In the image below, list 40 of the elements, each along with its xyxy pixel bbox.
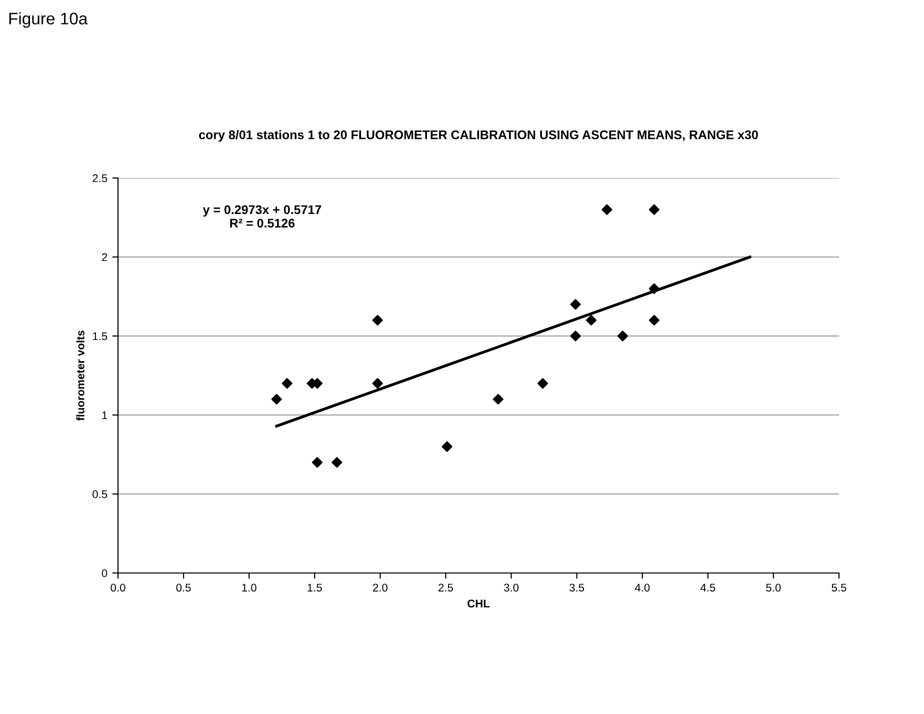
point (617, 330, 628, 342)
x-tick-label: 1.0 (242, 584, 256, 592)
x-axis-title: CHL (468, 600, 490, 608)
point (492, 394, 504, 404)
point (648, 283, 660, 294)
y-tick-label: 0.5 (92, 490, 108, 498)
point (332, 457, 342, 468)
x-tick-label: 5.0 (766, 584, 781, 592)
x-tick-label: 0.5 (176, 584, 191, 592)
x-tick-label: 2.5 (438, 584, 453, 592)
point (372, 378, 383, 389)
caption: Figure 10a (9, 12, 88, 28)
x-tick-label: 0.0 (110, 584, 126, 592)
y-tick-label: 0 (102, 569, 108, 578)
y-tick-label: 1 (102, 411, 108, 420)
x-tick-label: 4.0 (634, 584, 650, 592)
point (602, 204, 612, 215)
y-tick-label: 2.5 (92, 174, 108, 182)
y-tick-label: 2 (102, 253, 108, 262)
annotation: y = 0.2973x + 0.5717 R² = 0.5126 (202, 205, 322, 228)
chart-title: cory 8/01 stations 1 to 20 FLUOROMETER CALIBRATION USING ASCENT MEANS, RANGE x30 (199, 130, 758, 142)
point (312, 457, 323, 468)
y-axis-title: fluorometer volts (76, 330, 84, 421)
point (537, 378, 548, 389)
point (570, 330, 581, 342)
point (282, 378, 292, 389)
x-tick-label: 5.5 (832, 584, 846, 592)
point (372, 314, 383, 326)
x-tick-label: 3.5 (570, 584, 584, 592)
point (570, 299, 581, 310)
point (586, 314, 597, 326)
point (271, 394, 282, 404)
point (648, 204, 660, 215)
point (442, 441, 452, 452)
x-tick-label: 4.5 (700, 584, 716, 592)
x-tick-label: 3.0 (504, 584, 519, 592)
x-tick-label: 1.5 (308, 584, 322, 592)
x-tick-label: 2.0 (373, 584, 388, 592)
point (648, 314, 660, 326)
y-tick-label: 1.5 (92, 332, 108, 340)
